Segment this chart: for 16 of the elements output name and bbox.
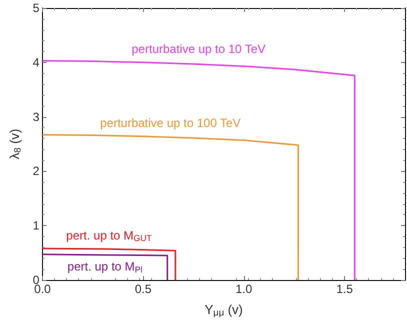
line-series [42,248,176,281]
x-tick-label: 0.5 [134,282,152,296]
series-label: perturbative up to 10 TeV [132,42,266,56]
y-tick-label: 1 [32,218,40,233]
y-tick-label: 4 [32,55,40,70]
series-label: perturbative up to 100 TeV [100,116,241,130]
x-tick-label: 1.5 [336,282,354,296]
y-tick-label: 5 [32,1,40,15]
x-tick-label: 1.0 [236,282,253,296]
y-tick-label: 3 [32,110,40,124]
line-series [42,60,356,281]
y-tick-label: 2 [32,164,40,178]
x-axis-title: Yμμ (v) [204,302,243,318]
y-axis-title: λ8 (v) [7,128,22,160]
line-series [42,134,300,281]
line-series [42,254,168,281]
